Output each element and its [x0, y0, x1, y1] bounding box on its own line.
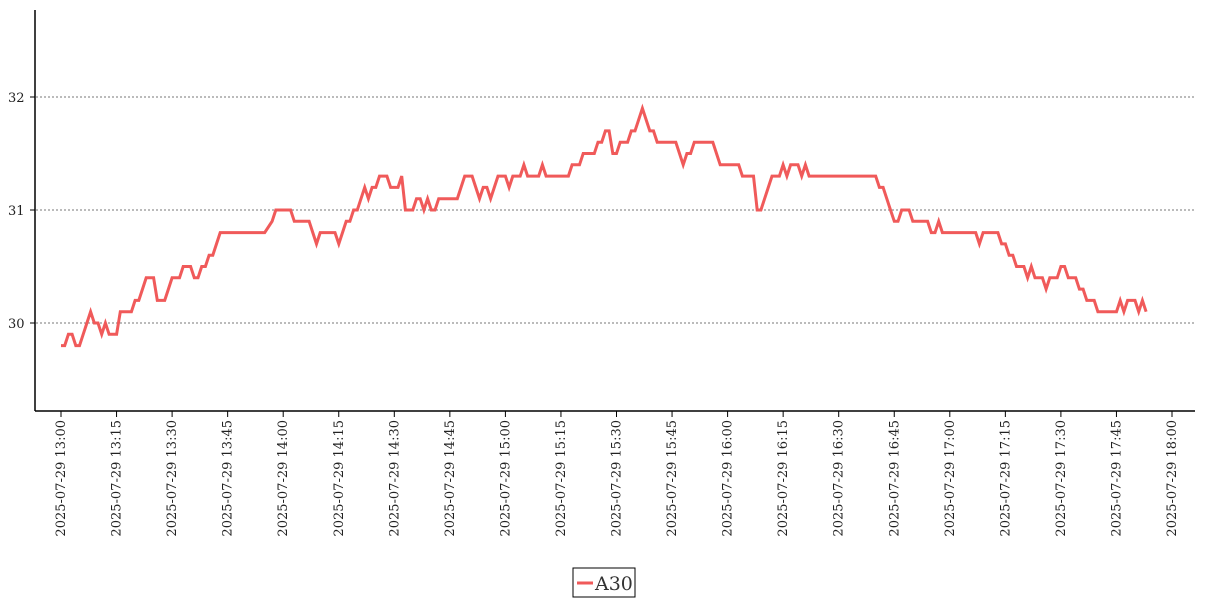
x-tick-label: 2025-07-29 16:45: [887, 420, 902, 537]
x-tick-label: 2025-07-29 14:45: [443, 420, 458, 537]
x-tick-label: 2025-07-29 13:45: [221, 420, 236, 537]
x-tick-label: 2025-07-29 15:15: [554, 420, 569, 537]
series-line-A30: [61, 103, 1148, 348]
x-tick-label: 2025-07-29 17:15: [998, 420, 1013, 537]
y-tick-label: 32: [8, 91, 25, 106]
x-tick-label: 2025-07-29 14:15: [332, 420, 347, 537]
x-tick-label: 2025-07-29 16:00: [721, 420, 736, 537]
y-gridlines: [36, 96, 1195, 324]
y-ticks: 30 31 32: [8, 91, 35, 332]
x-tick-label: 2025-07-29 16:15: [776, 420, 791, 537]
x-tick-label: 2025-07-29 17:45: [1109, 420, 1124, 537]
x-tick-label: 2025-07-29 15:00: [498, 420, 513, 537]
x-tick-label: 2025-07-29 14:00: [276, 420, 291, 537]
y-tick-label: 31: [8, 204, 25, 219]
x-tick-label: 2025-07-29 13:00: [54, 420, 69, 537]
x-tick-label: 2025-07-29 13:30: [165, 420, 180, 537]
x-tick-label: 2025-07-29 16:30: [832, 420, 847, 537]
x-tick-label: 2025-07-29 17:30: [1054, 420, 1069, 537]
x-tick-label: 2025-07-29 14:30: [387, 420, 402, 537]
x-tick-label: 2025-07-29 18:00: [1165, 420, 1180, 537]
legend: A30: [572, 567, 636, 598]
x-tick-label: 2025-07-29 15:30: [610, 420, 625, 537]
y-tick-label: 30: [8, 317, 25, 332]
x-tick-label: 2025-07-29 15:45: [665, 420, 680, 537]
x-ticks: 2025-07-29 13:00 2025-07-29 13:15 2025-07-…: [54, 411, 1180, 537]
series-layer: [61, 103, 1148, 348]
x-tick-label: 2025-07-29 13:15: [110, 420, 125, 537]
x-tick-label: 2025-07-29 17:00: [943, 420, 958, 537]
legend-label: A30: [594, 573, 633, 595]
